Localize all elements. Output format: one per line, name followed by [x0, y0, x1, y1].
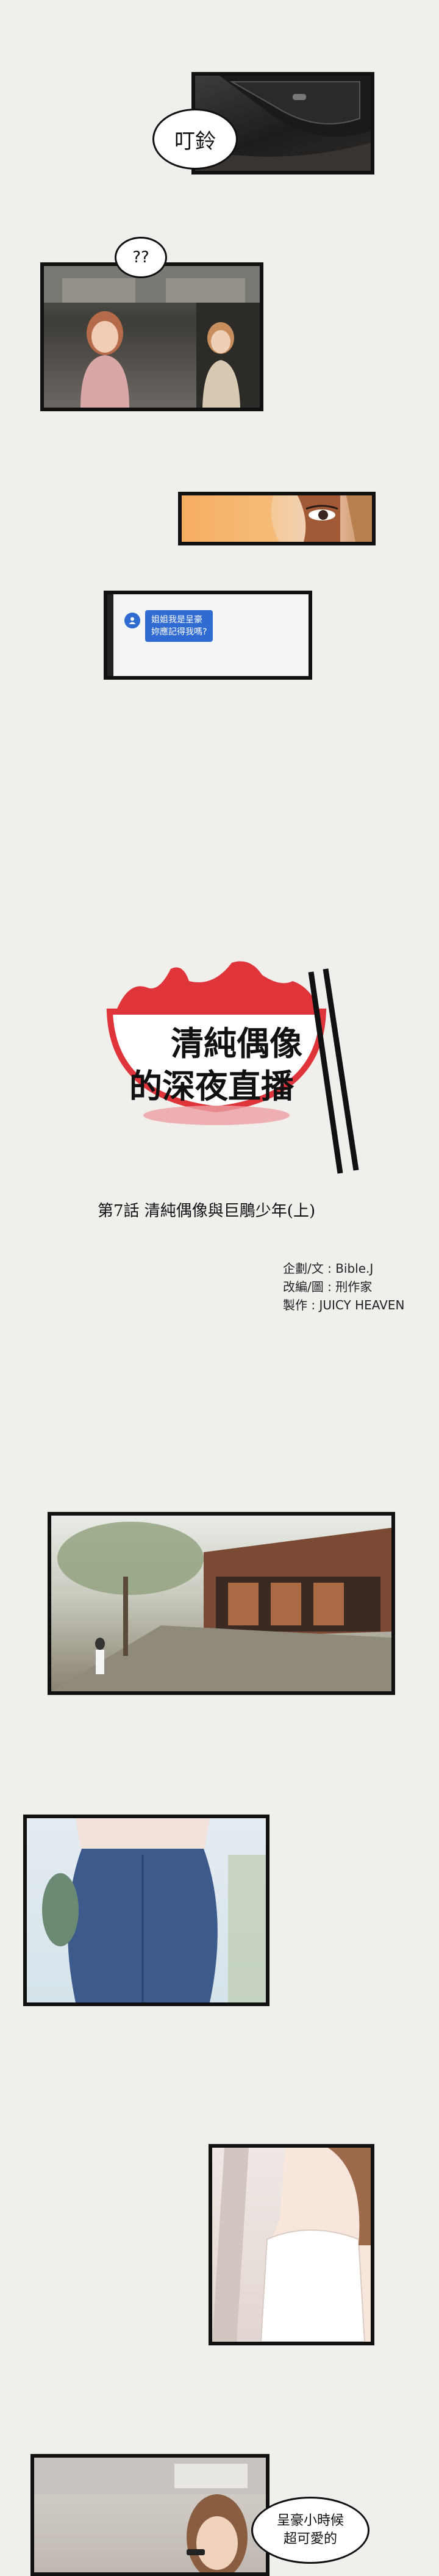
- credit-value: Bible.J: [335, 1261, 374, 1276]
- credit-label: 改編/圖 :: [283, 1279, 336, 1294]
- eyes-closeup-illustration: [182, 495, 372, 542]
- credit-label: 企劃/文 :: [283, 1261, 336, 1276]
- panel-woman-front: [209, 2144, 374, 2345]
- title-line1: 清純偶像: [171, 1024, 302, 1063]
- phone-illustration: [195, 76, 371, 171]
- title-card: 清純偶像 的深夜直播: [91, 944, 372, 1189]
- screen-edge: [107, 594, 113, 676]
- credit-planning: 企劃/文 : Bible.J: [283, 1259, 404, 1278]
- sfx-text: 叮鈴: [174, 129, 216, 154]
- woman-back-illustration: [42, 1818, 266, 2002]
- message-row: 姐姐我是呈豪 妳應記得我嗎?: [124, 610, 213, 642]
- panel-woman-back: [23, 1815, 269, 2006]
- title-line2: 的深夜直播: [129, 1067, 294, 1106]
- street-scene-illustration: [51, 1522, 391, 1691]
- user-icon: [124, 613, 140, 628]
- credit-label: 製作 :: [283, 1298, 319, 1312]
- speech-bubble-sfx: 叮鈴: [152, 109, 238, 170]
- credit-value: 刑作家: [335, 1279, 373, 1294]
- message-bubble: 姐姐我是呈豪 妳應記得我嗎?: [145, 610, 213, 642]
- credit-value: JUICY HEAVEN: [319, 1298, 405, 1312]
- thought-text: ??: [132, 248, 149, 267]
- panel-street: [48, 1512, 395, 1695]
- credits: 企劃/文 : Bible.J 改編/圖 : 刑作家 製作 : JUICY HEA…: [283, 1259, 404, 1314]
- speech-line1: 呈豪小時候: [276, 2513, 344, 2528]
- last-scene-illustration: [34, 2458, 266, 2572]
- thought-bubble: ??: [115, 237, 167, 278]
- speech-bubble-last: 呈豪小時候 超可愛的: [251, 2497, 369, 2564]
- panel-message: 姐姐我是呈豪 妳應記得我嗎?: [104, 591, 312, 680]
- message-text-line1: 姐姐我是呈豪: [151, 615, 202, 625]
- episode-title: 第7話 清純偶像與巨鵰少年(上): [98, 1202, 316, 1220]
- credit-art: 改編/圖 : 刑作家: [283, 1278, 404, 1296]
- panel-eyes: [178, 492, 376, 545]
- bowl-logo-illustration: [106, 961, 359, 1174]
- speech-line2: 超可愛的: [283, 2531, 337, 2547]
- panel-train: [40, 262, 263, 411]
- train-scene-illustration: [44, 266, 260, 408]
- woman-front-illustration: [212, 2148, 371, 2342]
- panel-last: [30, 2454, 269, 2576]
- credit-production: 製作 : JUICY HEAVEN: [283, 1296, 404, 1314]
- message-text-line2: 妳應記得我嗎?: [151, 627, 207, 637]
